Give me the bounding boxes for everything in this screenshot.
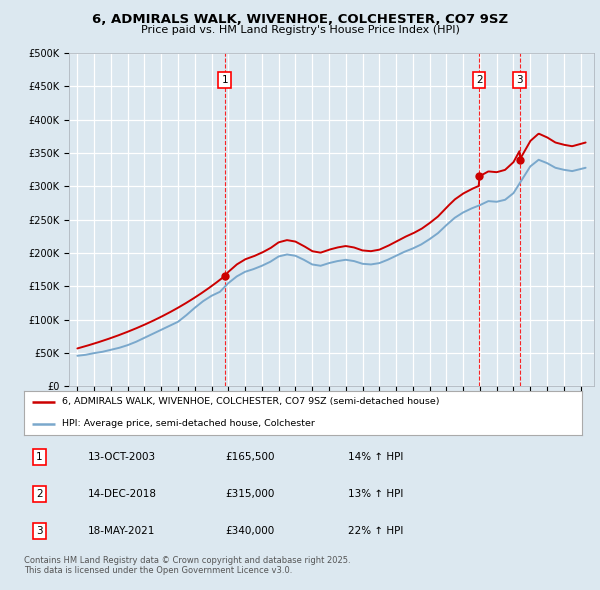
- Text: 1: 1: [221, 75, 228, 85]
- Text: 2: 2: [476, 75, 482, 85]
- Text: Price paid vs. HM Land Registry's House Price Index (HPI): Price paid vs. HM Land Registry's House …: [140, 25, 460, 35]
- Text: 13% ↑ HPI: 13% ↑ HPI: [347, 489, 403, 499]
- Text: 6, ADMIRALS WALK, WIVENHOE, COLCHESTER, CO7 9SZ (semi-detached house): 6, ADMIRALS WALK, WIVENHOE, COLCHESTER, …: [62, 397, 439, 407]
- Text: £165,500: £165,500: [225, 453, 274, 463]
- Text: 1: 1: [37, 453, 43, 463]
- Text: 3: 3: [517, 75, 523, 85]
- Text: 18-MAY-2021: 18-MAY-2021: [88, 526, 155, 536]
- Text: Contains HM Land Registry data © Crown copyright and database right 2025.
This d: Contains HM Land Registry data © Crown c…: [24, 556, 350, 575]
- Text: 14% ↑ HPI: 14% ↑ HPI: [347, 453, 403, 463]
- Text: 13-OCT-2003: 13-OCT-2003: [88, 453, 156, 463]
- Text: 2: 2: [37, 489, 43, 499]
- Text: HPI: Average price, semi-detached house, Colchester: HPI: Average price, semi-detached house,…: [62, 419, 315, 428]
- Text: 22% ↑ HPI: 22% ↑ HPI: [347, 526, 403, 536]
- Text: 14-DEC-2018: 14-DEC-2018: [88, 489, 157, 499]
- Text: 6, ADMIRALS WALK, WIVENHOE, COLCHESTER, CO7 9SZ: 6, ADMIRALS WALK, WIVENHOE, COLCHESTER, …: [92, 13, 508, 26]
- Text: £315,000: £315,000: [225, 489, 274, 499]
- Text: 3: 3: [37, 526, 43, 536]
- Text: £340,000: £340,000: [225, 526, 274, 536]
